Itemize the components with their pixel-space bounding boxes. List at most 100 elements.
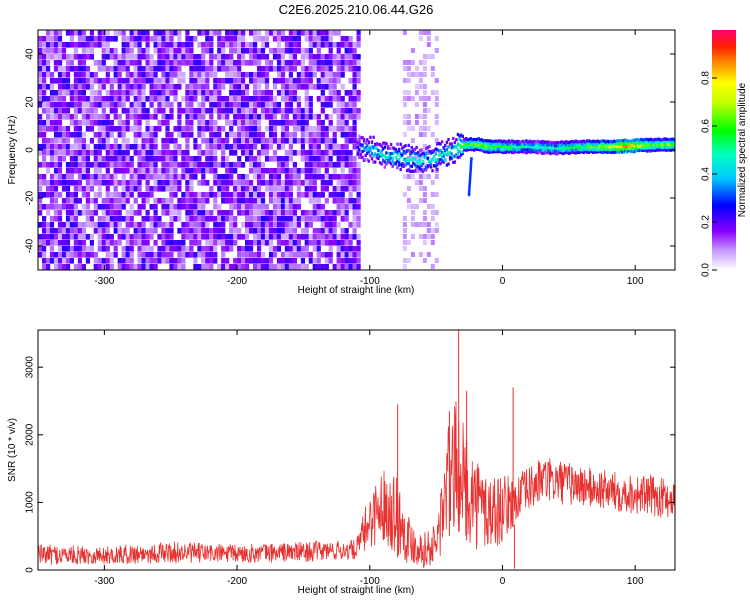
heatmap-cell xyxy=(149,150,154,156)
heatmap-cell xyxy=(280,138,286,144)
heatmap-cell xyxy=(328,54,333,60)
signal-cell xyxy=(455,138,458,142)
signal-cell xyxy=(397,147,401,151)
heatmap-cell xyxy=(276,204,282,210)
signal-cell xyxy=(589,139,592,143)
heatmap-cell xyxy=(201,174,206,180)
heatmap-cell xyxy=(201,228,206,234)
signal-cell xyxy=(662,148,665,152)
heatmap-cell xyxy=(324,186,329,192)
heatmap-cell xyxy=(177,174,182,180)
heatmap-cell xyxy=(304,168,309,174)
heatmap-cell xyxy=(93,174,98,180)
heatmap-cell xyxy=(105,138,110,144)
heatmap-cell xyxy=(109,216,114,222)
signal-cell xyxy=(568,146,571,150)
heatmap-cell xyxy=(197,162,202,168)
signal-cell xyxy=(525,145,528,149)
heatmap-cell xyxy=(225,66,230,72)
signal-cell xyxy=(377,153,380,157)
heatmap-cell xyxy=(249,30,254,36)
heatmap-cell xyxy=(340,180,345,186)
heatmap-cell xyxy=(308,114,313,120)
heatmap-cell xyxy=(312,138,317,144)
heatmap-cell xyxy=(304,240,309,246)
heatmap-cell xyxy=(213,126,218,132)
heatmap-cell xyxy=(105,120,110,126)
heatmap-cell xyxy=(117,30,122,36)
signal-cell xyxy=(663,145,667,149)
heatmap-cell xyxy=(280,36,286,42)
heatmap-cell xyxy=(69,234,74,240)
heatmap-cell xyxy=(257,234,262,240)
heatmap-cell xyxy=(296,216,301,222)
heatmap-cell xyxy=(324,216,329,222)
heatmap-cell xyxy=(352,258,357,264)
heatmap-cell xyxy=(73,90,78,96)
heatmap-cell xyxy=(93,90,98,96)
heatmap-cell xyxy=(268,156,274,162)
signal-cell xyxy=(601,139,605,143)
heatmap-cell xyxy=(205,48,210,54)
heatmap-cell xyxy=(181,108,186,114)
heatmap-cell xyxy=(292,240,297,246)
heatmap-cell xyxy=(42,252,47,258)
signal-cell xyxy=(549,142,552,146)
heatmap-cell xyxy=(257,72,262,78)
heatmap-cell xyxy=(129,252,134,258)
signal-cell xyxy=(649,140,652,144)
signal-cell xyxy=(555,152,558,156)
heatmap-cell xyxy=(253,210,258,216)
signal-cell xyxy=(657,148,660,152)
heatmap-cell xyxy=(65,60,71,66)
signal-cell xyxy=(374,142,377,147)
heatmap-cell xyxy=(109,36,114,42)
heatmap-cell xyxy=(284,198,289,204)
heatmap-cell xyxy=(133,240,138,246)
heatmap-cell xyxy=(284,66,289,72)
heatmap-cell xyxy=(237,108,242,114)
heatmap-cell xyxy=(241,48,246,54)
heatmap-cell xyxy=(272,114,278,120)
heatmap-cell xyxy=(201,132,206,138)
heatmap-cell xyxy=(272,174,278,180)
heatmap-cell xyxy=(209,150,214,156)
heatmap-cell xyxy=(105,30,110,36)
heatmap-cell xyxy=(77,264,82,270)
signal-cell xyxy=(436,142,439,146)
heatmap-cell xyxy=(213,120,218,126)
heatmap-cell xyxy=(145,246,150,252)
heatmap-cell xyxy=(81,48,86,54)
signal-cell xyxy=(539,142,542,146)
heatmap-cell xyxy=(320,42,325,48)
heatmap-cell xyxy=(113,168,118,174)
heatmap-cell xyxy=(312,240,317,246)
heatmap-cell xyxy=(241,114,246,120)
heatmap-cell xyxy=(304,108,309,114)
signal-cell xyxy=(577,150,581,155)
heatmap-cell xyxy=(109,156,114,162)
signal-cell xyxy=(366,138,369,142)
heatmap-cell xyxy=(189,240,194,246)
signal-cell xyxy=(425,152,428,156)
heatmap-cell xyxy=(42,66,47,72)
heatmap-cell xyxy=(410,138,415,143)
heatmap-cell xyxy=(300,246,305,252)
signal-cell xyxy=(522,148,525,152)
signal-cell xyxy=(410,150,413,154)
heatmap-cell xyxy=(105,246,110,252)
signal-cell xyxy=(468,183,471,187)
heatmap-cell xyxy=(296,180,301,186)
signal-cell xyxy=(468,138,471,142)
signal-cell xyxy=(608,145,611,149)
heatmap-cell xyxy=(288,198,293,204)
heatmap-cell xyxy=(109,192,114,198)
heatmap-cell xyxy=(264,180,270,186)
heatmap-cell xyxy=(201,222,206,228)
heatmap-cell xyxy=(201,138,206,144)
signal-cell xyxy=(539,150,542,154)
signal-cell xyxy=(366,148,369,152)
heatmap-cell xyxy=(344,42,349,48)
signal-cell xyxy=(415,165,418,169)
heatmap-cell xyxy=(272,252,278,258)
